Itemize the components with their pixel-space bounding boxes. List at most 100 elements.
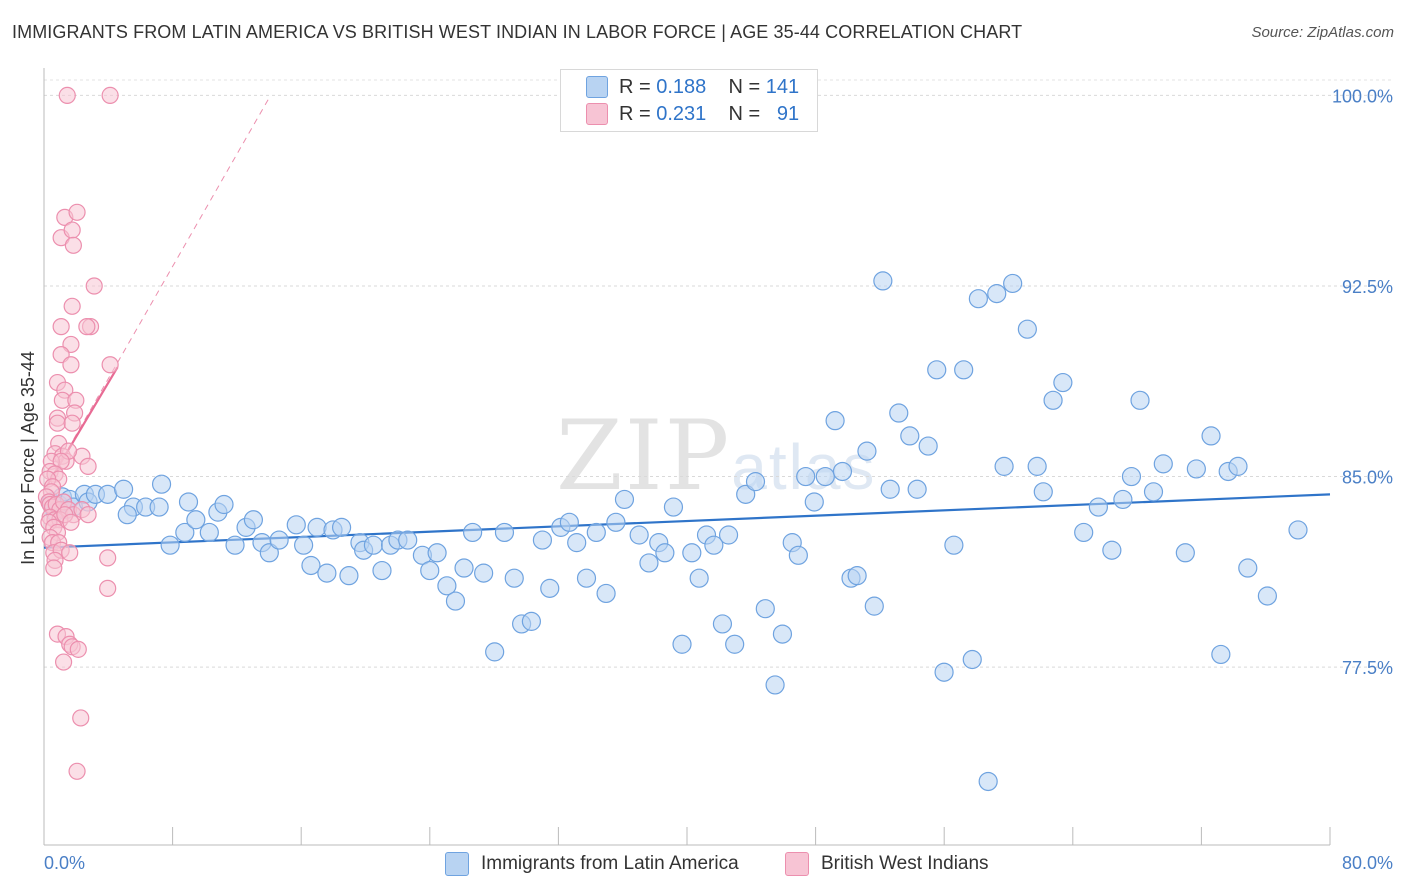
data-point-latin-america [1288,520,1308,540]
data-point-british-west-indians [62,513,80,531]
data-point-british-west-indians [85,277,103,295]
data-point-latin-america [317,563,337,583]
data-point-latin-america [1017,319,1037,339]
n-label: N = [728,75,761,98]
data-point-latin-america [1175,543,1195,563]
data-point-latin-america [540,578,560,598]
data-point-latin-america [269,530,289,550]
data-point-latin-america [962,649,982,670]
data-point-latin-america [907,479,927,499]
series-latin-america [41,271,1308,792]
data-point-latin-america [689,568,709,588]
data-point-latin-america [214,494,234,515]
data-point-british-west-indians [54,653,73,671]
data-point-latin-america [286,515,306,535]
data-point-latin-america [718,525,739,545]
data-point-latin-america [576,568,597,588]
data-point-latin-america [1102,540,1122,560]
data-point-latin-america [1186,459,1206,479]
data-point-latin-america [586,522,606,543]
data-point-latin-america [978,771,998,792]
data-point-latin-america [755,599,775,619]
data-point-latin-america [804,492,824,512]
data-point-latin-america [567,533,587,553]
data-point-latin-america [331,517,352,537]
data-point-british-west-indians [61,544,79,562]
data-point-latin-america [596,583,616,604]
data-point-latin-america [485,642,505,662]
data-point-latin-america [1043,390,1063,410]
legend-swatch-pink [586,103,608,125]
data-point-british-west-indians [69,640,87,658]
data-point-latin-america [745,472,766,492]
data-point-latin-america [559,512,579,532]
data-point-british-west-indians [78,318,96,336]
data-point-latin-america [294,535,314,555]
data-point-latin-america [954,360,974,380]
data-point-british-west-indians [64,236,82,254]
data-point-latin-america [1257,586,1277,606]
data-point-latin-america [889,403,909,423]
r-label: R = [619,102,651,125]
n-label: N = [728,102,761,125]
data-point-british-west-indians [72,709,90,727]
data-point-latin-america [363,535,384,555]
x-tick-label-min: 0.0% [44,853,85,873]
data-point-latin-america [900,426,920,446]
data-point-latin-america [1027,456,1047,476]
data-point-latin-america [113,479,134,499]
data-point-latin-america [225,535,245,555]
data-point-british-west-indians [79,506,97,524]
data-point-latin-america [1088,497,1108,517]
data-point-latin-america [788,545,808,565]
axes [43,68,1331,846]
gridlines [44,79,1392,668]
data-point-british-west-indians [68,203,86,221]
data-point-latin-america [301,555,321,576]
bottom-legend-swatch-pink [785,852,809,876]
r-value: 0.231 [656,102,707,125]
data-point-latin-america [1121,466,1142,487]
data-point-latin-america [199,522,219,543]
r-label: R = [619,75,651,98]
data-point-british-west-indians [101,86,119,105]
data-point-latin-america [639,553,659,573]
data-point-british-west-indians [63,221,81,239]
data-point-latin-america [259,543,279,563]
data-point-latin-america [1228,456,1248,476]
data-point-latin-america [339,566,359,586]
data-point-latin-america [663,497,684,517]
data-point-latin-america [151,474,172,494]
data-point-latin-america [175,522,195,543]
data-point-latin-america [445,591,466,611]
data-point-british-west-indians [45,559,63,577]
data-point-latin-america [725,634,745,654]
data-point-latin-america [704,535,724,555]
data-point-latin-america [864,596,884,616]
trend-line-dashed-british-west-indians [46,95,271,487]
n-value: 141 [765,75,800,98]
bottom-legend-label-latin-america: Immigrants from Latin America [481,853,739,874]
data-point-latin-america [1201,426,1221,446]
correlation-legend: R = 0.188 N = 141 R = 0.231 N = 91 [560,69,818,132]
data-point-latin-america [629,525,649,545]
data-point-latin-america [1153,454,1173,474]
data-point-latin-america [243,510,264,530]
data-point-latin-america [398,530,418,550]
data-point-latin-america [98,484,118,504]
data-point-latin-america [815,466,835,487]
data-point-latin-america [504,568,524,588]
data-point-british-west-indians [99,579,117,597]
data-point-british-west-indians [48,414,67,432]
data-point-latin-america [437,576,457,596]
data-point-british-west-indians [63,414,81,432]
data-point-latin-america [772,624,793,644]
data-point-latin-america [117,505,137,525]
y-tick-label: 77.5% [1342,658,1393,678]
data-point-latin-america [1074,522,1094,543]
data-point-latin-america [1143,482,1164,502]
data-point-latin-america [454,558,474,578]
y-tick-label: 85.0% [1342,468,1393,488]
data-point-british-west-indians [62,356,80,374]
data-point-latin-america [307,517,327,537]
